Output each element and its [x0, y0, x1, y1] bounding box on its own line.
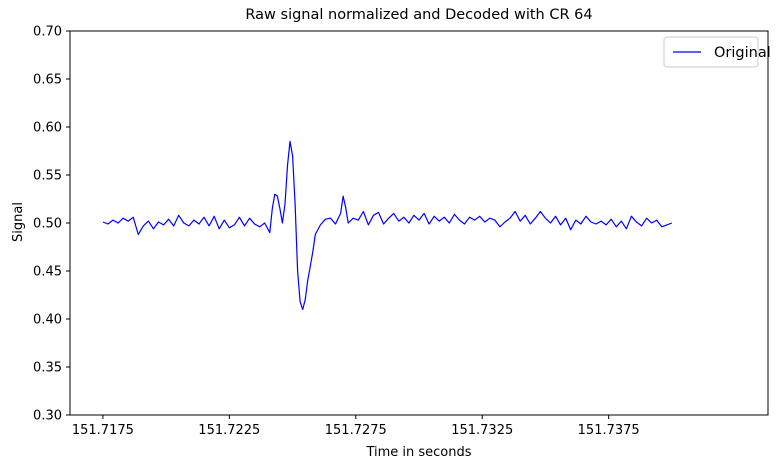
- y-tick-label: 0.65: [33, 73, 62, 88]
- plot-area: 151.7175 151.7225 151.7275 151.7325 151.7375…: [33, 25, 769, 438]
- y-tick-label: 0.40: [33, 313, 62, 328]
- y-axis-label: Signal: [11, 202, 26, 242]
- x-tick-label: 151.7175: [72, 423, 134, 438]
- x-tick-label: 151.7325: [451, 423, 513, 438]
- y-tick-label: 0.55: [33, 169, 62, 184]
- y-tick-label: 0.50: [33, 217, 62, 232]
- x-tick-label: 151.7275: [325, 423, 387, 438]
- y-tick-label: 0.30: [33, 409, 62, 424]
- y-tick-label: 0.60: [33, 121, 62, 136]
- legend-box: [663, 36, 759, 68]
- y-tick-label: 0.35: [33, 361, 62, 376]
- chart-title: Raw signal normalized and Decoded with C…: [245, 7, 592, 23]
- x-tick-label: 151.7225: [198, 423, 260, 438]
- x-tick-label: 151.7375: [578, 423, 640, 438]
- x-axis-label: Time in seconds: [365, 445, 471, 460]
- series-line-original: [102, 140, 673, 310]
- y-tick-label: 0.45: [33, 265, 62, 280]
- y-tick-label: 0.70: [33, 25, 62, 40]
- legend-label-original: Original: [714, 45, 771, 61]
- legend: Original: [663, 36, 771, 68]
